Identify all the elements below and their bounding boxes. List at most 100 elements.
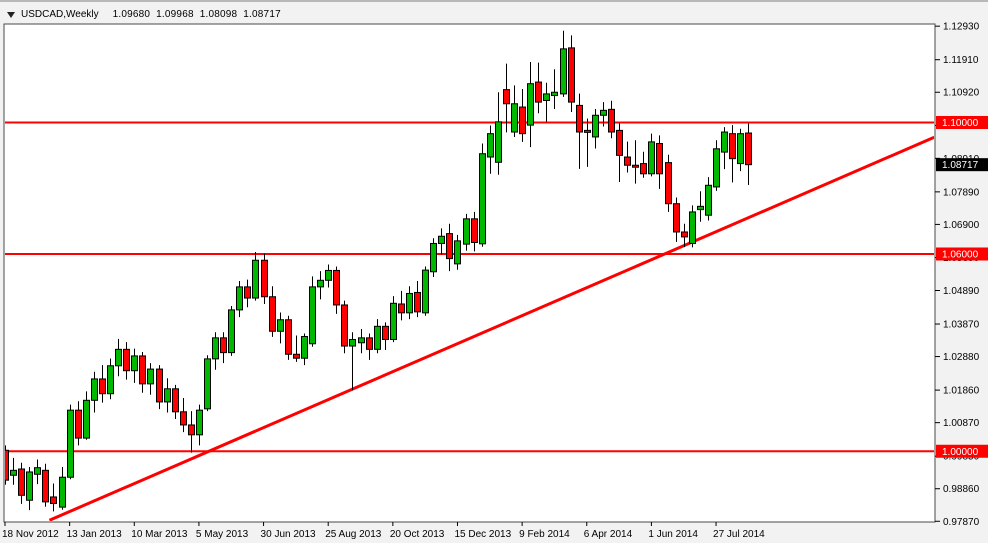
x-tick-label: 30 Jun 2013 (261, 529, 316, 540)
chart-title-bar: USDCAD,Weekly 1.09680 1.09968 1.08098 1.… (7, 6, 281, 22)
price-line-badge-label: 1.06000 (942, 249, 979, 260)
candle-body-bull (196, 409, 203, 436)
candle-body-bull (34, 467, 41, 475)
candle-body-bull (91, 378, 98, 401)
candle-body-bear (398, 303, 405, 314)
candle-body-bull (67, 409, 74, 478)
candle-body-bull (107, 365, 114, 395)
candle-body-bear (5, 449, 9, 481)
candle-body-bull (689, 211, 696, 244)
candle-body-bull (454, 240, 461, 265)
candle-body-bear (745, 132, 752, 166)
x-tick-label: 25 Aug 2013 (325, 529, 382, 540)
candle-body-bull (430, 242, 437, 273)
candle-body-bear (414, 291, 421, 313)
candle-body-bear (366, 337, 373, 350)
candle-body-bull (277, 319, 284, 332)
price-line-badge (936, 444, 988, 458)
candle-body-bear (285, 319, 292, 355)
candle-body-bull (83, 399, 90, 439)
y-tick-label: 1.03870 (943, 320, 980, 331)
candle-body-bull (438, 235, 445, 244)
candle-body-bull (511, 103, 518, 133)
candle-body-bull (390, 302, 397, 340)
y-tick-label: 1.11910 (943, 55, 979, 66)
candle-body-bull (551, 91, 558, 97)
candle-body-bear (471, 218, 478, 243)
candle-body-bear (75, 409, 82, 439)
candle-body-bull (648, 141, 655, 175)
candle-body-bull (252, 259, 259, 299)
x-tick-label: 1 Jun 2014 (648, 529, 698, 540)
price-line-badge (936, 115, 988, 129)
candle-body-bear (42, 469, 49, 503)
candle-body-bear (681, 231, 688, 238)
candle-body-bear (261, 259, 268, 298)
candle-body-bull (479, 153, 486, 245)
current-price-badge-label: 1.08717 (942, 160, 979, 171)
candle-body-bear (673, 203, 680, 233)
candle-body-bull (26, 471, 33, 501)
x-tick-label: 13 Jan 2013 (67, 529, 122, 540)
symbol-dropdown-icon[interactable] (7, 11, 15, 18)
candle-body-bull (59, 476, 66, 508)
x-tick-label: 6 Apr 2014 (584, 529, 633, 540)
ohlc-high-value: 1.09968 (156, 8, 194, 20)
candle-body-bear (656, 143, 663, 175)
candle-body-bear (446, 233, 453, 260)
trend-line[interactable] (48, 135, 934, 521)
y-tick-label: 1.10920 (943, 88, 980, 99)
y-tick-label: 0.98860 (943, 484, 980, 495)
candle-body-bull (164, 388, 171, 403)
candle-body-bull (349, 338, 356, 347)
price-line-badge-label: 1.00000 (942, 447, 979, 458)
ohlc-close-value: 1.08717 (243, 8, 281, 20)
candle-body-bear (341, 304, 348, 347)
candle-body-bear (519, 106, 526, 135)
y-tick-label: 1.04890 (943, 286, 980, 297)
candle-body-bull (10, 469, 17, 476)
candle-body-bear (123, 348, 130, 372)
candle-body-bull (600, 109, 607, 116)
candle-body-bear (568, 47, 575, 103)
candle-body-bear (50, 496, 57, 505)
candle-body-bear (156, 368, 163, 403)
candle-body-bear (584, 129, 591, 133)
x-tick-label: 5 May 2013 (196, 529, 249, 540)
candle-body-bear (333, 269, 340, 306)
candle-body-bull (301, 336, 308, 359)
candle-body-bear (139, 355, 146, 385)
candle-body-bull (236, 286, 243, 311)
candle-body-bear (269, 296, 276, 332)
candle-body-bull (737, 133, 744, 165)
candle-body-bull (228, 309, 235, 354)
candle-body-bull (131, 355, 138, 372)
y-tick-label: 1.07890 (943, 187, 980, 198)
candle-body-bull (325, 269, 332, 281)
candle-body-bull (527, 83, 534, 126)
candle-body-bear (624, 156, 631, 166)
candle-body-bear (632, 164, 639, 168)
y-tick-label: 1.12930 (943, 22, 980, 33)
x-tick-label: 27 Jul 2014 (713, 529, 765, 540)
candle-body-bull (543, 93, 550, 101)
candle-body-bear (729, 133, 736, 160)
price-line-badge-label: 1.10000 (942, 118, 979, 129)
candle-body-bull (212, 337, 219, 360)
candle-body-bear (576, 104, 583, 133)
candle-body-bear (220, 337, 227, 354)
candle-body-bear (640, 163, 647, 175)
x-tick-label: 15 Dec 2013 (454, 529, 511, 540)
candle-body-bull (697, 205, 704, 211)
candle-body-bull (487, 133, 494, 158)
candle-body-bull (204, 358, 211, 410)
candle-body-bull (422, 269, 429, 314)
y-tick-label: 1.02880 (943, 352, 980, 363)
y-tick-label: 1.00870 (943, 418, 980, 429)
candle-body-bull (705, 184, 712, 216)
ohlc-low-value: 1.08098 (199, 8, 238, 20)
candle-body-bear (665, 162, 672, 205)
candle-body-bull (463, 218, 470, 245)
